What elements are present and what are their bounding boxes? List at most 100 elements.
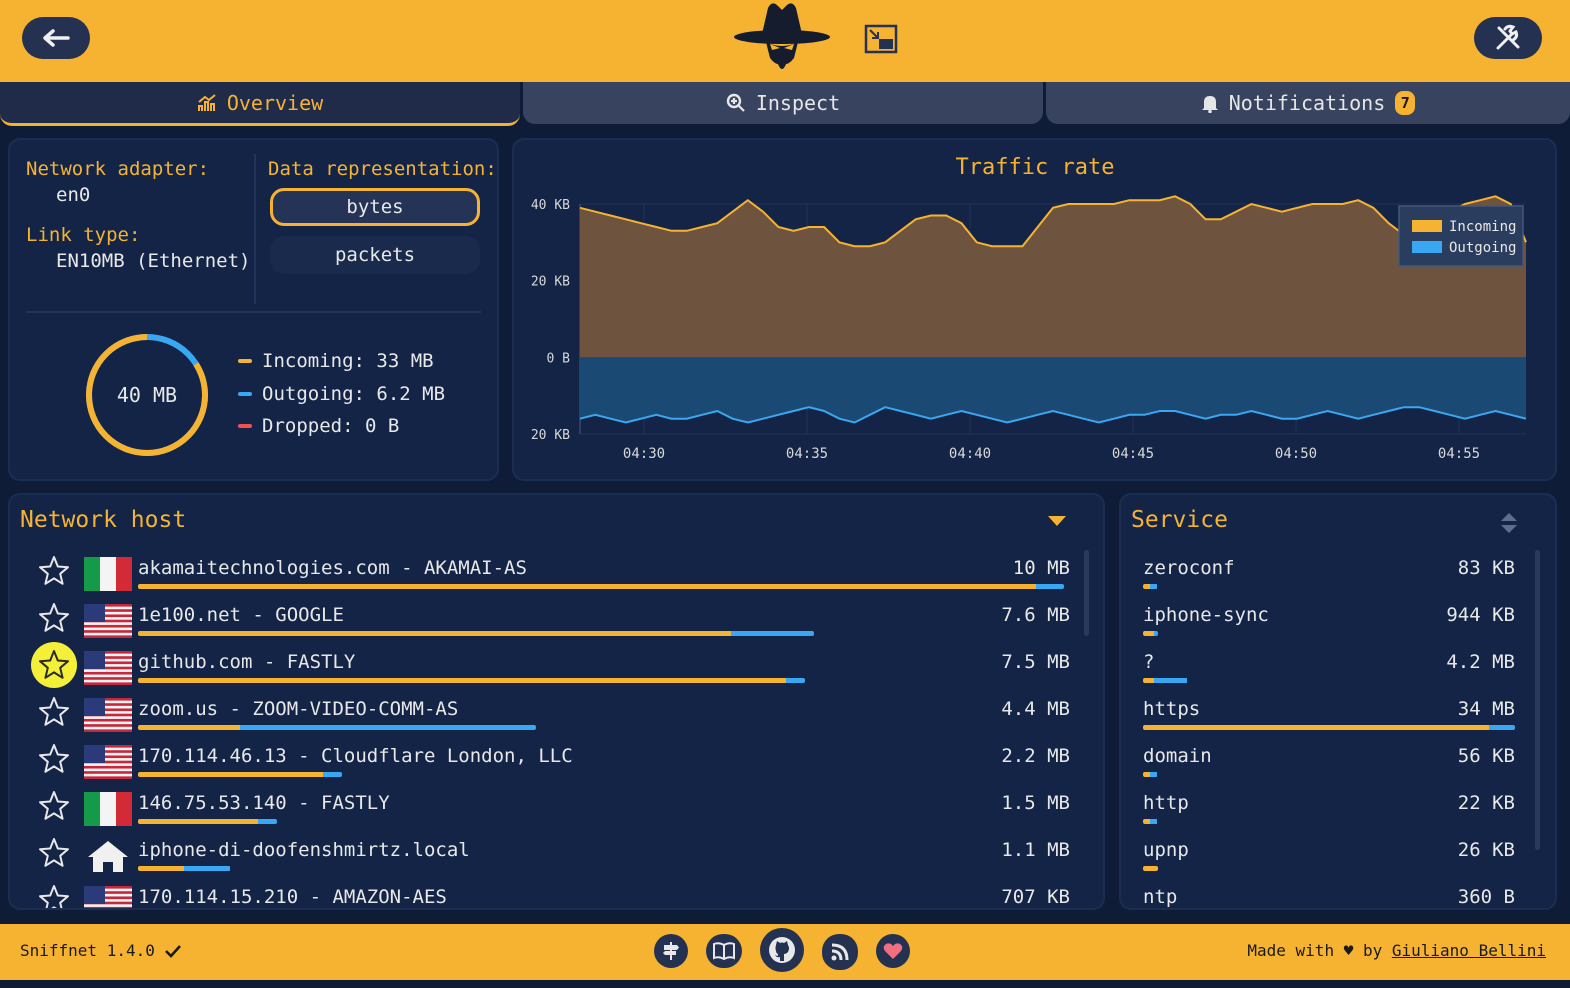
service-traffic-bar bbox=[1143, 725, 1515, 730]
tab-inspect[interactable]: Inspect bbox=[523, 82, 1043, 124]
header-bar bbox=[0, 0, 1570, 82]
made-by-credit: Made with ♥ by Giuliano Bellini bbox=[1247, 941, 1546, 960]
tab-notifications[interactable]: Notifications 7 bbox=[1046, 82, 1570, 124]
bell-icon bbox=[1201, 96, 1218, 113]
x-tick-label: 04:50 bbox=[1275, 446, 1317, 462]
wiki-button[interactable] bbox=[706, 934, 742, 968]
x-tick-label: 04:35 bbox=[786, 446, 828, 462]
signpost-icon bbox=[663, 942, 679, 960]
service-name: ntp bbox=[1143, 886, 1178, 908]
host-row[interactable]: iphone-di-doofenshmirtz.local 1.1 MB bbox=[30, 831, 1070, 878]
host-traffic-bar bbox=[138, 772, 342, 777]
host-name: iphone-di-doofenshmirtz.local bbox=[138, 839, 470, 861]
favorite-star-icon[interactable] bbox=[30, 835, 78, 871]
legend-incoming-swatch bbox=[1412, 220, 1442, 232]
x-tick-label: 04:30 bbox=[623, 446, 665, 462]
host-traffic-size: 10 MB bbox=[1012, 557, 1070, 579]
service-incoming-bar bbox=[1143, 678, 1154, 683]
service-incoming-bar bbox=[1143, 866, 1158, 871]
roadmap-button[interactable] bbox=[654, 934, 688, 968]
host-row[interactable]: github.com - FASTLY 7.5 MB bbox=[30, 642, 1070, 690]
legend-outgoing-label: Outgoing bbox=[1449, 240, 1516, 256]
host-traffic-size: 1.1 MB bbox=[1001, 839, 1070, 861]
sort-neutral-icon[interactable] bbox=[1499, 510, 1519, 536]
rss-icon bbox=[831, 943, 849, 961]
host-traffic-bar bbox=[138, 631, 814, 636]
packets-toggle-button[interactable]: packets bbox=[270, 236, 480, 274]
network-adapter-label: Network adapter: bbox=[26, 158, 210, 180]
traffic-donut-chart: 40 MB bbox=[86, 334, 208, 456]
service-panel: Service zeroconf 83 KB iphone-sync 944 KB? 4… bbox=[1119, 493, 1557, 910]
service-traffic-size: 56 KB bbox=[1457, 745, 1515, 767]
dropped-dash-icon bbox=[238, 424, 252, 428]
link-type-label: Link type: bbox=[26, 224, 141, 246]
arrow-left-icon bbox=[43, 29, 70, 47]
service-outgoing-bar bbox=[1154, 631, 1158, 636]
magnifier-icon bbox=[726, 93, 745, 112]
service-row[interactable]: ? 4.2 MB bbox=[1143, 643, 1515, 690]
favorite-star-icon[interactable] bbox=[30, 741, 78, 777]
host-outgoing-bar bbox=[184, 866, 230, 871]
tab-overview[interactable]: Overview bbox=[0, 82, 520, 126]
network-host-title: Network host bbox=[20, 507, 187, 533]
host-incoming-bar bbox=[138, 631, 731, 636]
incoming-line bbox=[579, 195, 1527, 248]
service-row[interactable]: ntp 360 B bbox=[1143, 878, 1515, 908]
favorite-star-icon[interactable] bbox=[30, 882, 78, 908]
traffic-rate-chart: Traffic rate 40 KB 20 KB 0 B 20 KB 04:30 04:3… bbox=[531, 155, 1527, 462]
service-name: domain bbox=[1143, 745, 1212, 767]
legend-incoming: Incoming: 33 MB bbox=[238, 350, 434, 372]
favorite-star-icon[interactable] bbox=[30, 642, 78, 688]
service-row[interactable]: iphone-sync 944 KB bbox=[1143, 596, 1515, 643]
settings-button[interactable] bbox=[1474, 17, 1542, 59]
host-row[interactable]: 170.114.46.13 - Cloudflare London, LLC 2.… bbox=[30, 737, 1070, 784]
version-label: Sniffnet 1.4.0 bbox=[20, 941, 155, 960]
service-name: ? bbox=[1143, 651, 1155, 673]
network-adapter-value: en0 bbox=[56, 184, 91, 206]
service-row[interactable]: domain 56 KB bbox=[1143, 737, 1515, 784]
overview-info-panel: Network adapter: en0 Link type: EN10MB (… bbox=[8, 138, 499, 481]
back-button[interactable] bbox=[22, 17, 90, 59]
host-outgoing-bar bbox=[1036, 584, 1064, 589]
usa-flag-icon bbox=[84, 698, 132, 732]
picture-in-picture-icon[interactable] bbox=[864, 24, 898, 54]
vertical-divider bbox=[254, 154, 256, 304]
service-list-scrollbar[interactable] bbox=[1535, 550, 1540, 850]
host-traffic-size: 7.5 MB bbox=[1001, 651, 1070, 673]
host-row[interactable]: akamaitechnologies.com - AKAMAI-AS 10 MB bbox=[30, 549, 1070, 596]
host-name: github.com - FASTLY bbox=[138, 651, 356, 673]
author-link[interactable]: Giuliano Bellini bbox=[1391, 941, 1546, 960]
service-row[interactable]: https 34 MB bbox=[1143, 690, 1515, 737]
incoming-total-label: Incoming: 33 MB bbox=[262, 350, 434, 372]
legend-outgoing: Outgoing: 6.2 MB bbox=[238, 383, 445, 405]
service-row[interactable]: http 22 KB bbox=[1143, 784, 1515, 831]
news-button[interactable] bbox=[822, 934, 858, 970]
host-row[interactable]: 146.75.53.140 - FASTLY 1.5 MB bbox=[30, 784, 1070, 831]
network-host-panel: Network host akamaitechnologies.com - AK… bbox=[8, 493, 1105, 910]
bytes-toggle-button[interactable]: bytes bbox=[270, 188, 480, 226]
favorite-star-icon[interactable] bbox=[30, 788, 78, 824]
favorite-star-icon[interactable] bbox=[30, 553, 78, 589]
host-traffic-size: 2.2 MB bbox=[1001, 745, 1070, 767]
favorite-star-icon[interactable] bbox=[30, 600, 78, 636]
host-traffic-bar bbox=[138, 866, 231, 871]
sort-descending-icon[interactable] bbox=[1046, 514, 1068, 528]
service-row[interactable]: zeroconf 83 KB bbox=[1143, 549, 1515, 596]
footer-bar: Sniffnet 1.4.0 Made with ♥ by bbox=[0, 924, 1570, 980]
service-row[interactable]: upnp 26 KB bbox=[1143, 831, 1515, 878]
host-row[interactable]: zoom.us - ZOOM-VIDEO-COMM-AS 4.4 MB bbox=[30, 690, 1070, 737]
x-tick-label: 04:55 bbox=[1438, 446, 1480, 462]
host-outgoing-bar bbox=[323, 772, 342, 777]
version-info: Sniffnet 1.4.0 bbox=[20, 941, 181, 960]
host-row[interactable]: 1e100.net - GOOGLE 7.6 MB bbox=[30, 596, 1070, 643]
sponsor-button[interactable] bbox=[876, 934, 910, 968]
usa-flag-icon bbox=[84, 745, 132, 779]
host-row[interactable]: 170.114.15.210 - AMAZON-AES 707 KB bbox=[30, 878, 1070, 908]
tab-inspect-label: Inspect bbox=[755, 91, 841, 115]
service-incoming-bar bbox=[1143, 584, 1150, 589]
host-list-scrollbar[interactable] bbox=[1084, 550, 1089, 636]
github-button[interactable] bbox=[760, 928, 804, 972]
host-name: 1e100.net - GOOGLE bbox=[138, 604, 344, 626]
service-traffic-size: 26 KB bbox=[1457, 839, 1515, 861]
favorite-star-icon[interactable] bbox=[30, 694, 78, 730]
